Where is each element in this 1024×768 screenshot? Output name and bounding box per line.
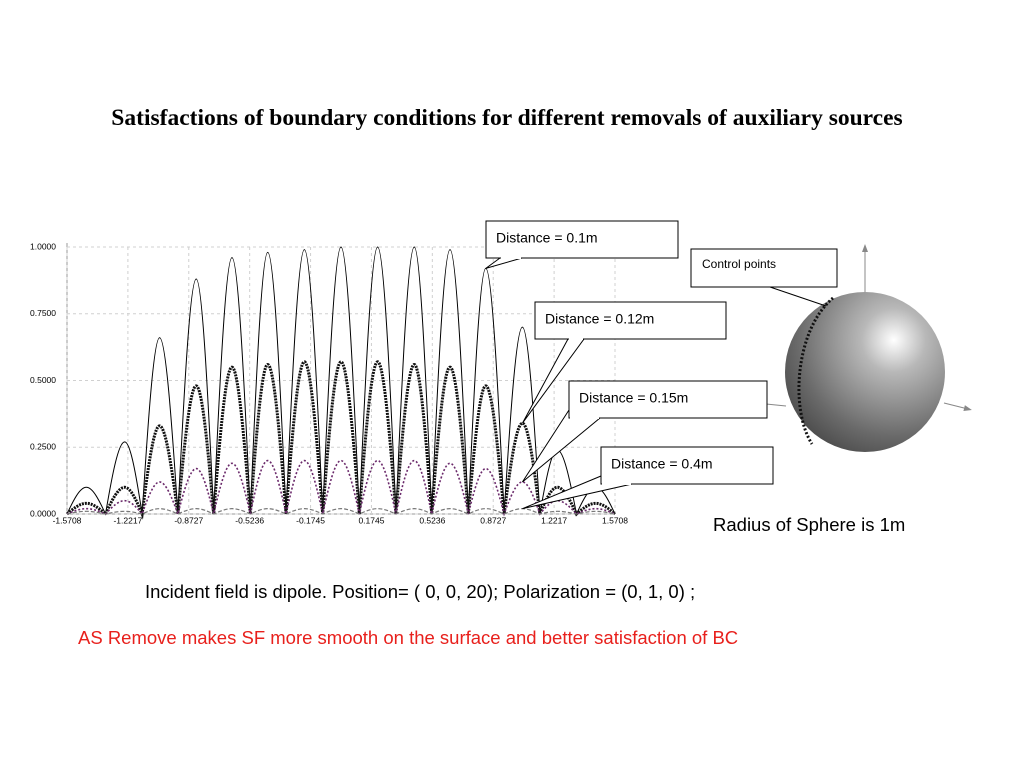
- callout-box: [600, 446, 774, 485]
- callout-gap: [602, 482, 631, 485]
- x-tick-label: 1.5708: [602, 515, 628, 525]
- slide-title: Satisfactions of boundary conditions for…: [111, 105, 903, 131]
- x-tick-label: 0.8727: [480, 515, 506, 525]
- axis-line: [765, 403, 787, 407]
- y-tick-label: 0.7500: [30, 308, 56, 318]
- x-tick-label: -1.2217: [113, 515, 142, 525]
- y-tick-label: 1.0000: [30, 241, 56, 251]
- sphere-figure: Control points Radius of Sphere is 1m: [690, 244, 972, 535]
- legend-label: Distance = 0.15m: [579, 390, 688, 406]
- x-tick-label: 1.2217: [541, 515, 567, 525]
- callout-leader: [769, 286, 827, 307]
- series-line: [66, 508, 616, 515]
- callout-box: [485, 220, 679, 259]
- x-tick-label: -0.8727: [174, 515, 203, 525]
- series-line: [66, 246, 616, 516]
- axis-arrow: [943, 402, 972, 411]
- control-points-label: Control points: [702, 257, 776, 271]
- callout-gap: [501, 256, 521, 259]
- x-tick-label: -0.5236: [235, 515, 264, 525]
- callout-box: [534, 301, 727, 340]
- series-line: [66, 459, 616, 517]
- x-tick-label: 0.5236: [419, 515, 445, 525]
- sphere: [785, 292, 945, 452]
- x-tick-label: -1.5708: [53, 515, 82, 525]
- callout-gap: [569, 337, 583, 340]
- note: AS Remove makes SF more smooth on the su…: [78, 627, 739, 648]
- legend-label: Distance = 0.1m: [496, 230, 598, 246]
- control-points-arc: [797, 296, 834, 445]
- callout-gap: [570, 416, 599, 419]
- sphere-caption: Radius of Sphere is 1m: [713, 514, 905, 535]
- legend-label: Distance = 0.4m: [611, 456, 713, 472]
- legend-label: Distance = 0.12m: [545, 311, 654, 327]
- x-tick-label: -0.1745: [296, 515, 325, 525]
- note: Incident field is dipole. Position= ( 0,…: [145, 581, 696, 602]
- x-tick-label: 0.1745: [358, 515, 384, 525]
- callout-leader: [485, 257, 523, 269]
- series-line: [66, 360, 616, 520]
- y-tick-label: 0.0000: [30, 508, 56, 518]
- y-tick-label: 0.5000: [30, 375, 56, 385]
- callout-box: [690, 248, 838, 288]
- callout-box: [568, 380, 768, 419]
- y-tick-label: 0.2500: [30, 442, 56, 452]
